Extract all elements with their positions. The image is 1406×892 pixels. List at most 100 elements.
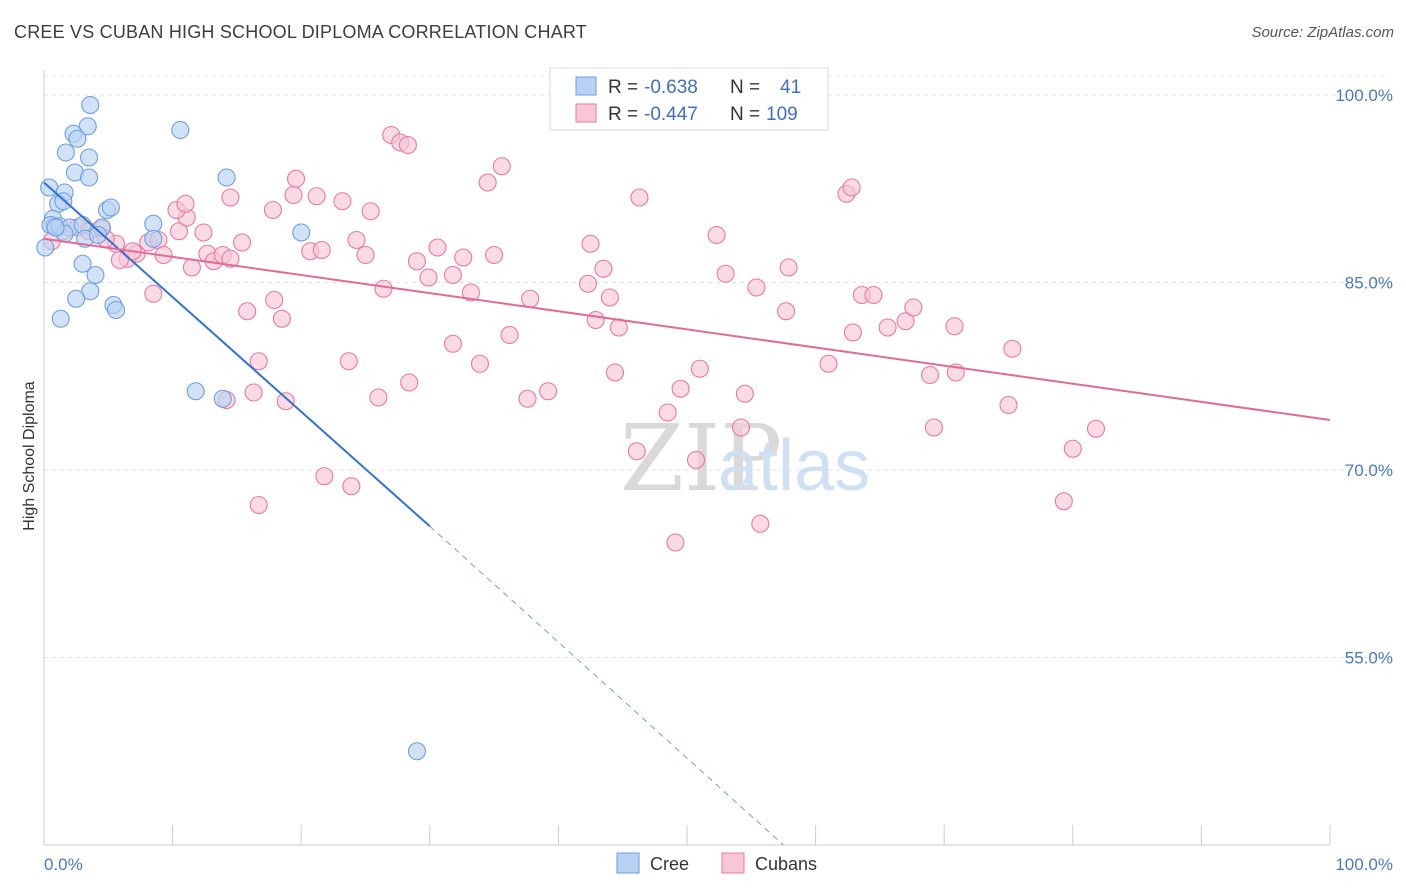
data-point-cubans <box>779 258 798 277</box>
data-point-cubans <box>110 250 129 270</box>
stats-legend: R = -0.638 N = 41 R = -0.447 N = 109 <box>549 67 829 131</box>
y-tick-label: 55.0% <box>1345 649 1393 668</box>
data-point-cubans <box>842 178 861 197</box>
data-point-cree <box>81 95 100 115</box>
data-point-cubans <box>470 354 490 373</box>
data-point-cubans <box>671 379 690 398</box>
data-point-cree <box>213 389 232 408</box>
data-point-cree <box>101 198 120 217</box>
source-label: Source: ZipAtlas.com <box>1251 24 1394 41</box>
data-point-cubans <box>999 395 1018 415</box>
data-point-cubans <box>731 418 751 437</box>
data-point-cubans <box>747 278 766 297</box>
data-point-cubans <box>586 310 605 330</box>
data-point-cubans <box>518 389 537 408</box>
legend-r-label-2: R = <box>608 104 638 125</box>
data-point-cubans <box>284 185 303 205</box>
data-point-cubans <box>454 248 473 267</box>
data-point-cubans <box>244 383 263 402</box>
data-point-cree <box>46 218 65 237</box>
bottom-legend: Cree Cubans <box>616 852 817 874</box>
data-point-cubans <box>194 223 213 242</box>
data-point-cubans <box>627 442 646 461</box>
data-point-cubans <box>924 418 943 437</box>
data-point-cubans <box>904 298 923 317</box>
watermark-atlas: atlas <box>718 426 870 506</box>
trend-line-cree-extension <box>429 525 784 846</box>
data-point-cubans <box>276 392 295 411</box>
data-point-cree <box>67 289 86 308</box>
legend-swatch-cubans <box>575 103 597 123</box>
data-point-cree <box>171 120 190 140</box>
data-point-cubans <box>249 352 268 371</box>
data-point-cree <box>81 282 100 301</box>
bottom-legend-swatch-cree <box>616 852 640 874</box>
bottom-legend-label-cree: Cree <box>650 854 689 874</box>
legend-swatch-cree <box>575 76 597 96</box>
trend-line-cubans <box>43 237 1331 421</box>
data-point-cree <box>79 168 99 187</box>
data-point-cubans <box>666 533 685 552</box>
data-point-cubans <box>339 352 358 371</box>
data-point-cree <box>78 117 97 136</box>
data-point-cubans <box>630 188 649 207</box>
data-point-cubans <box>176 194 195 213</box>
legend-n-value-2: 109 <box>766 104 798 125</box>
y-tick-label: 70.0% <box>1345 461 1393 480</box>
data-point-cubans <box>539 382 558 401</box>
y-tick-label: 100.0% <box>1335 86 1393 105</box>
data-point-cubans <box>342 477 361 496</box>
data-point-cubans <box>249 495 268 515</box>
data-point-cubans <box>169 222 189 241</box>
chart-title: CREE VS CUBAN HIGH SCHOOL DIPLOMA CORREL… <box>14 22 587 42</box>
data-point-cubans <box>485 245 504 265</box>
y-tick-labels: 55.0% 70.0% 85.0% 100.0% <box>1335 86 1393 668</box>
data-point-cubans <box>374 279 393 298</box>
data-point-cubans <box>478 173 497 192</box>
data-point-cubans <box>400 373 419 392</box>
data-point-cubans <box>776 302 796 321</box>
data-point-cubans <box>686 450 706 470</box>
data-point-cubans <box>263 200 282 220</box>
data-point-cree <box>407 742 426 761</box>
data-point-cree <box>88 225 108 245</box>
data-point-cubans <box>707 225 726 245</box>
bottom-legend-label-cubans: Cubans <box>755 854 817 874</box>
data-point-cubans <box>307 187 326 206</box>
data-point-cubans <box>356 245 375 265</box>
x-tick-labels: 0.0% 100.0% <box>44 855 1393 874</box>
data-point-cubans <box>864 285 883 305</box>
data-point-cree <box>86 265 105 285</box>
x-tick-label-end: 100.0% <box>1335 855 1393 874</box>
data-point-cubans <box>819 354 838 373</box>
data-point-cree <box>73 254 92 273</box>
data-point-cubans <box>945 317 964 336</box>
data-point-cubans <box>690 359 709 378</box>
data-point-cubans <box>878 318 897 337</box>
data-point-cree <box>144 229 163 248</box>
data-point-cubans <box>265 290 284 310</box>
data-point-cubans <box>221 188 240 207</box>
trend-lines <box>43 181 1331 846</box>
data-point-cubans <box>896 312 915 331</box>
data-point-cubans <box>1054 492 1073 511</box>
data-point-cubans <box>751 514 770 533</box>
bottom-legend-swatch-cubans <box>721 852 745 874</box>
data-point-cubans <box>843 323 862 342</box>
data-point-cubans <box>1086 419 1105 438</box>
data-point-cubans <box>921 365 940 385</box>
trend-line-cree <box>43 181 431 527</box>
data-point-cree <box>292 223 311 242</box>
data-point-cubans <box>735 384 754 403</box>
data-point-cubans <box>361 202 380 221</box>
data-point-cubans <box>658 403 677 422</box>
data-point-cubans <box>312 240 331 260</box>
data-point-cubans <box>461 283 481 302</box>
grid-lines <box>44 75 1390 658</box>
data-point-cubans <box>716 264 735 283</box>
x-tick-label-start: 0.0% <box>44 855 83 874</box>
axes <box>43 70 1331 846</box>
data-point-cubans <box>238 302 257 321</box>
data-point-cubans <box>369 388 388 407</box>
